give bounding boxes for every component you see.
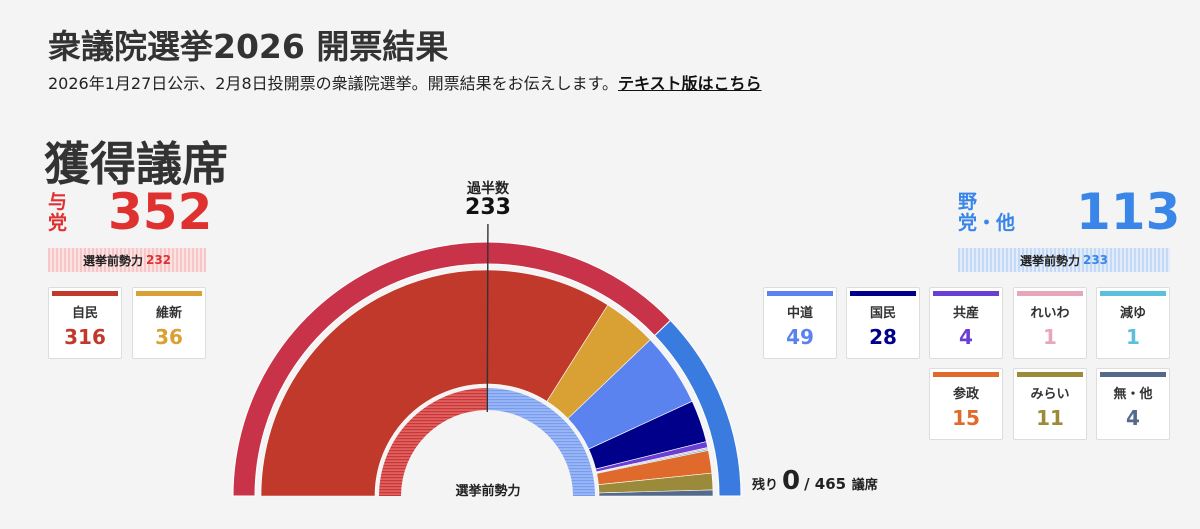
ruling-total: 352: [108, 183, 213, 241]
opposition-label: 野 党・他: [958, 192, 1015, 234]
party-card[interactable]: 維新 36: [132, 287, 206, 359]
party-color-stripe: [136, 291, 202, 296]
ruling-prev-value: 232: [145, 253, 172, 267]
party-seats: 11: [1036, 406, 1064, 430]
party-seats: 49: [786, 325, 814, 349]
party-color-stripe: [1017, 372, 1083, 377]
party-card[interactable]: 中道 49: [763, 287, 837, 359]
party-seats: 1: [1043, 325, 1057, 349]
opposition-label-line2: 党・他: [958, 212, 1016, 234]
party-card[interactable]: 国民 28: [846, 287, 920, 359]
party-color-stripe: [850, 291, 916, 296]
party-name: 中道: [786, 306, 813, 321]
party-card[interactable]: 共産 4: [929, 287, 1003, 359]
opposition-prev-value: 233: [1082, 253, 1109, 267]
before-opposition-arc: [486, 388, 595, 496]
party-card[interactable]: 減ゆ 1: [1096, 287, 1170, 359]
ruling-prev-bar: 選挙前勢力 232: [48, 248, 206, 272]
seats-heading: 獲得議席: [44, 137, 228, 191]
party-seats: 36: [155, 325, 183, 349]
opposition-total: 113: [1076, 183, 1181, 241]
party-seats: 15: [952, 406, 980, 430]
ruling-prev-label: 選挙前勢力: [82, 253, 143, 268]
majority-value: 233: [465, 195, 511, 220]
opposition-prev-label: 選挙前勢力: [1019, 253, 1080, 268]
ruling-label: 与 党: [48, 192, 67, 234]
before-ruling-arc: [379, 388, 487, 496]
remaining-total: / 465: [804, 475, 847, 493]
party-card[interactable]: 自民 316: [48, 287, 122, 359]
before-election-label: 選挙前勢力: [455, 484, 521, 499]
party-color-stripe: [933, 372, 999, 377]
majority-label-text: 過半数: [467, 181, 509, 197]
party-color-stripe: [767, 291, 833, 296]
party-name: みらい: [1030, 387, 1070, 402]
party-name: れいわ: [1030, 306, 1070, 321]
text-version-link[interactable]: テキスト版はこちら: [618, 74, 762, 93]
majority-label: 過半数 233: [440, 181, 536, 219]
party-seats: 4: [1126, 406, 1140, 430]
page-subtitle: 2026年1月27日公示、2月8日投開票の衆議院選挙。開票結果をお伝えします。テ…: [48, 70, 762, 94]
remaining-value: 0: [782, 466, 801, 496]
party-color-stripe: [933, 291, 999, 296]
party-color-stripe: [1100, 372, 1166, 377]
party-card[interactable]: れいわ 1: [1013, 287, 1087, 359]
party-name: 無・他: [1113, 387, 1153, 402]
opposition-label-line1: 野: [958, 191, 978, 213]
remaining-seats: 残り 0/ 465 議席: [752, 466, 878, 496]
party-arc: [260, 269, 609, 497]
party-color-stripe: [1100, 291, 1166, 296]
ruling-label-line1: 与: [48, 191, 68, 213]
party-seats: 4: [959, 325, 973, 349]
party-color-stripe: [52, 291, 118, 296]
party-name: 減ゆ: [1119, 306, 1146, 321]
party-seats: 316: [64, 325, 106, 349]
party-color-stripe: [1017, 291, 1083, 296]
opposition-prev-bar: 選挙前勢力 233: [958, 248, 1170, 272]
subtitle-text: 2026年1月27日公示、2月8日投開票の衆議院選挙。開票結果をお伝えします。: [48, 74, 619, 93]
party-card[interactable]: 無・他 4: [1096, 368, 1170, 440]
majority-line: [486, 223, 489, 413]
party-name: 自民: [71, 306, 98, 321]
party-name: 国民: [869, 306, 896, 321]
page-title: 衆議院選挙2026 開票結果: [48, 27, 449, 66]
party-seats: 1: [1126, 325, 1140, 349]
party-name: 共産: [952, 306, 979, 321]
party-name: 維新: [155, 306, 182, 321]
bloc-arc: [653, 319, 742, 497]
party-arc: [598, 489, 714, 497]
party-card[interactable]: みらい 11: [1013, 368, 1087, 440]
party-card[interactable]: 参政 15: [929, 368, 1003, 440]
remaining-label: 残り: [752, 478, 779, 493]
remaining-unit: 議席: [851, 478, 878, 493]
ruling-label-line2: 党: [48, 212, 68, 234]
party-seats: 28: [869, 325, 897, 349]
party-name: 参政: [952, 387, 979, 402]
